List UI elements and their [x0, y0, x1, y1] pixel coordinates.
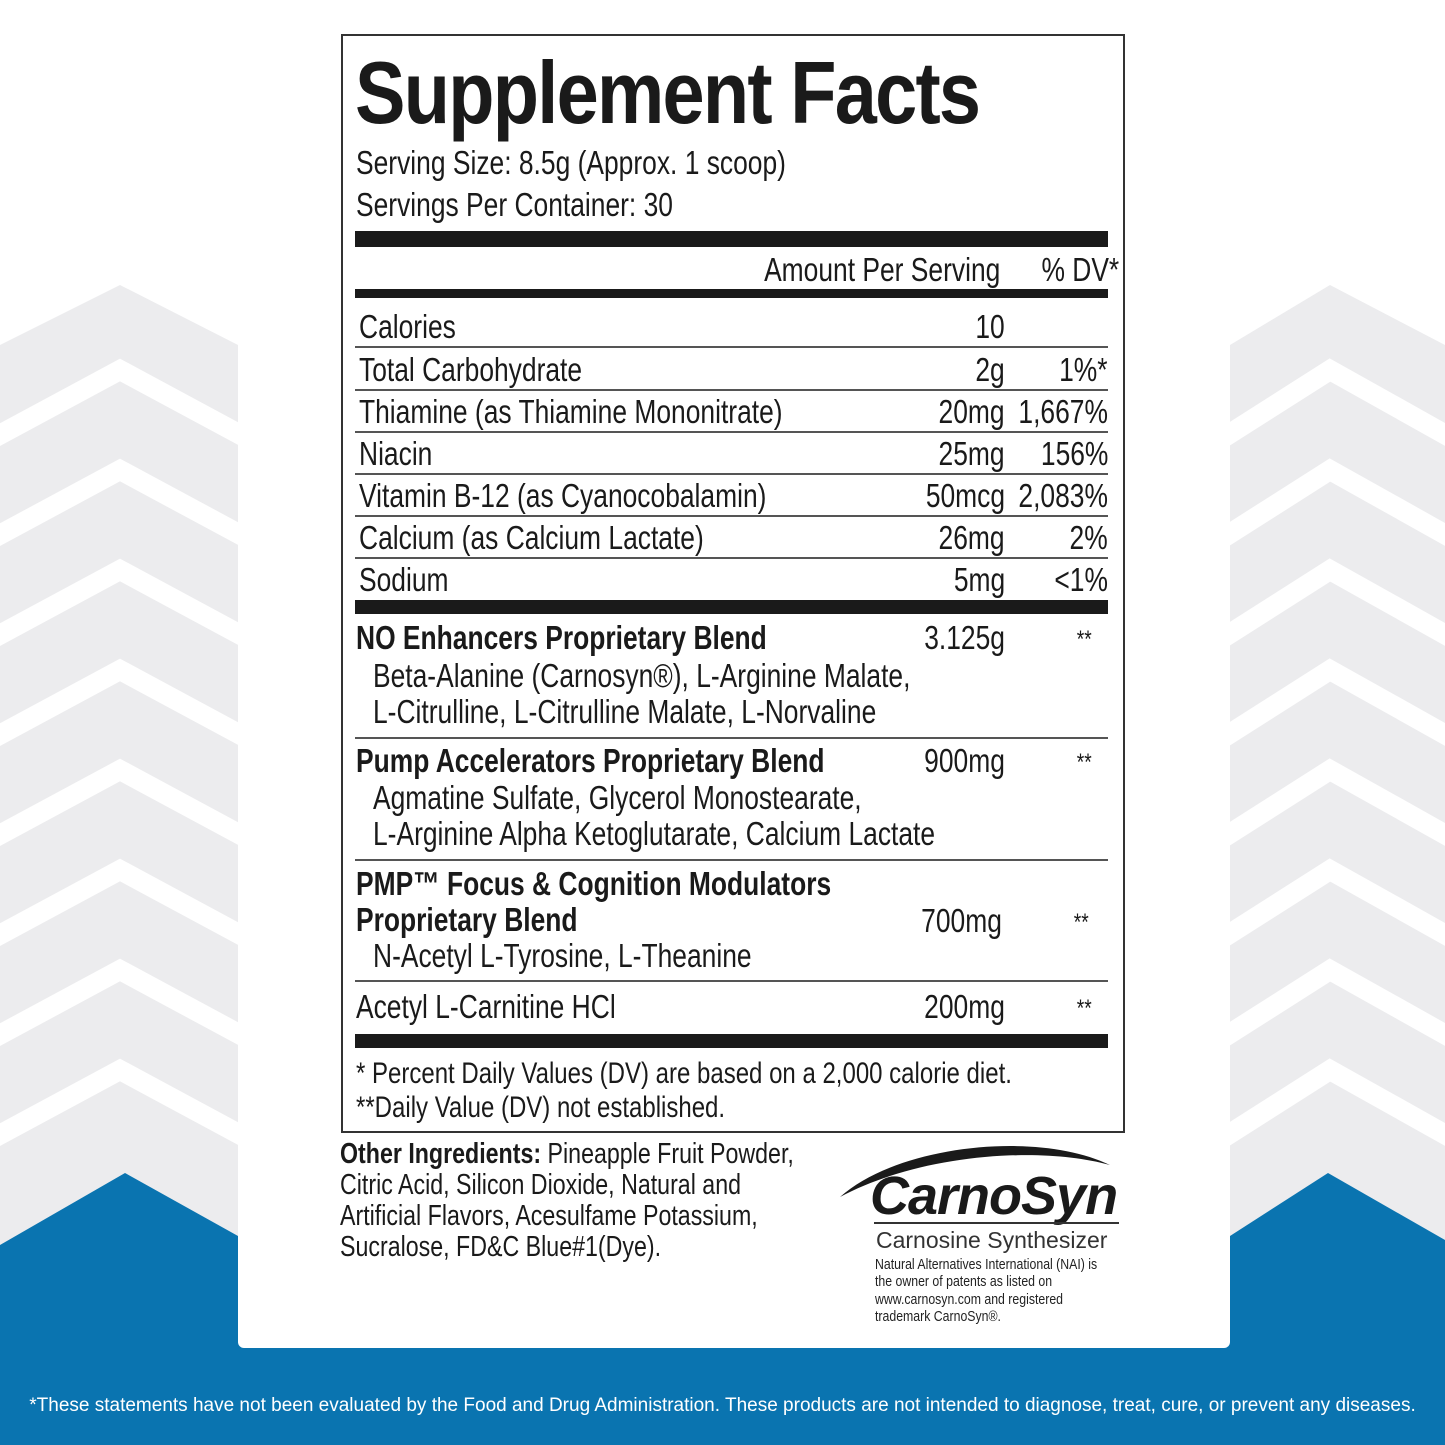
nutrient-dv: <1% [1054, 561, 1108, 598]
amount-header: Amount Per Serving [763, 251, 1000, 288]
blend-ingredients: L-Citrulline, L-Citrulline Malate, L-Nor… [373, 693, 877, 730]
divider [355, 389, 1108, 391]
nutrient-amount: 2g [975, 351, 1005, 388]
nutrient-name: Calories [359, 308, 456, 345]
blend-dv: ** [1074, 909, 1089, 936]
swoosh-icon [840, 1146, 1110, 1197]
nutrient-dv: 2,083% [1018, 477, 1108, 514]
divider [355, 289, 1108, 298]
other-ingredients-line: Pineapple Fruit Powder, [541, 1138, 794, 1170]
blend-dv: ** [1077, 626, 1092, 653]
blend-name: PMP™ Focus & Cognition Modulators [356, 865, 832, 902]
divider [355, 473, 1108, 475]
nutrient-name: Sodium [359, 561, 449, 598]
nutrient-amount: 25mg [938, 435, 1005, 472]
logo-rule [874, 1222, 1119, 1224]
divider [355, 737, 1108, 739]
other-ingredients-line: Citric Acid, Silicon Dioxide, Natural an… [340, 1169, 742, 1201]
divider [355, 346, 1108, 348]
logo-tagline: Carnosine Synthesizer [876, 1227, 1108, 1253]
other-ingredients-line: Sucralose, FD&C Blue#1(Dye). [340, 1231, 662, 1263]
trademark-notice: www.carnosyn.com and registered [875, 1291, 1064, 1308]
blend-name: NO Enhancers Proprietary Blend [356, 619, 767, 656]
blend-amount: 3.125g [924, 619, 1005, 656]
blend-ingredients: L-Arginine Alpha Ketoglutarate, Calcium … [373, 815, 936, 852]
divider [355, 231, 1108, 247]
trademark-notice: the owner of patents as listed on [875, 1273, 1053, 1290]
nutrient-name: Total Carbohydrate [359, 351, 583, 388]
nutrient-dv: 1%* [1059, 351, 1108, 388]
servings-per-container: Servings Per Container: 30 [356, 186, 673, 223]
nutrient-amount: 5mg [953, 561, 1005, 598]
blend-name-continued: Proprietary Blend [356, 901, 578, 938]
divider [355, 600, 1108, 614]
nutrient-dv: 2% [1069, 519, 1108, 556]
blend-amount: 700mg [921, 902, 1002, 939]
nutrient-amount: 26mg [938, 519, 1005, 556]
other-ingredients-label: Other Ingredients: [340, 1138, 542, 1170]
other-ingredients: Other Ingredients: Pineapple Fruit Powde… [340, 1139, 794, 1170]
ingredient-dv: ** [1077, 995, 1092, 1022]
nutrient-dv: 156% [1040, 435, 1108, 472]
footnote: **Daily Value (DV) not established. [356, 1091, 726, 1124]
label-card [238, 0, 1230, 1348]
nutrient-name: Calcium (as Calcium Lactate) [359, 519, 704, 556]
divider [355, 859, 1108, 861]
nutrient-amount: 10 [975, 308, 1005, 345]
footnote: * Percent Daily Values (DV) are based on… [356, 1057, 1012, 1090]
nutrient-name: Vitamin B-12 (as Cyanocobalamin) [359, 477, 767, 514]
divider [355, 980, 1108, 982]
logo-wordmark: CarnoSyn [870, 1166, 1118, 1226]
nutrient-dv: 1,667% [1018, 393, 1108, 430]
blend-ingredients: Agmatine Sulfate, Glycerol Monostearate, [373, 779, 862, 816]
serving-size: Serving Size: 8.5g (Approx. 1 scoop) [356, 144, 786, 181]
dv-header: % DV* [1041, 251, 1119, 288]
trademark-notice: trademark CarnoSyn®. [875, 1308, 1001, 1325]
nutrient-amount: 20mg [938, 393, 1005, 430]
blend-ingredients: N-Acetyl L-Tyrosine, L-Theanine [373, 937, 752, 974]
other-ingredients-line: Artificial Flavors, Acesulfame Potassium… [340, 1200, 758, 1232]
blend-ingredients: Beta-Alanine (Carnosyn®), L-Arginine Mal… [373, 657, 911, 694]
divider [355, 431, 1108, 433]
blend-amount: 900mg [924, 742, 1005, 779]
divider [355, 557, 1108, 559]
page-title: Supplement Facts [355, 43, 981, 142]
nutrient-name: Thiamine (as Thiamine Mononitrate) [359, 393, 783, 430]
blend-name: Pump Accelerators Proprietary Blend [356, 742, 825, 779]
supplement-facts-panel [341, 34, 1125, 1133]
trademark-notice: Natural Alternatives International (NAI)… [875, 1256, 1098, 1273]
blend-dv: ** [1077, 749, 1092, 776]
carnosyn-logo: CarnoSyn Carnosine Synthesizer [838, 1135, 1128, 1335]
nutrient-name: Niacin [359, 435, 433, 472]
nutrient-amount: 50mcg [925, 477, 1005, 514]
ingredient-amount: 200mg [924, 988, 1005, 1025]
fda-disclaimer: *These statements have not been evaluate… [29, 1395, 1416, 1416]
divider [355, 1034, 1108, 1048]
divider [355, 515, 1108, 517]
ingredient-name: Acetyl L-Carnitine HCl [356, 988, 616, 1025]
